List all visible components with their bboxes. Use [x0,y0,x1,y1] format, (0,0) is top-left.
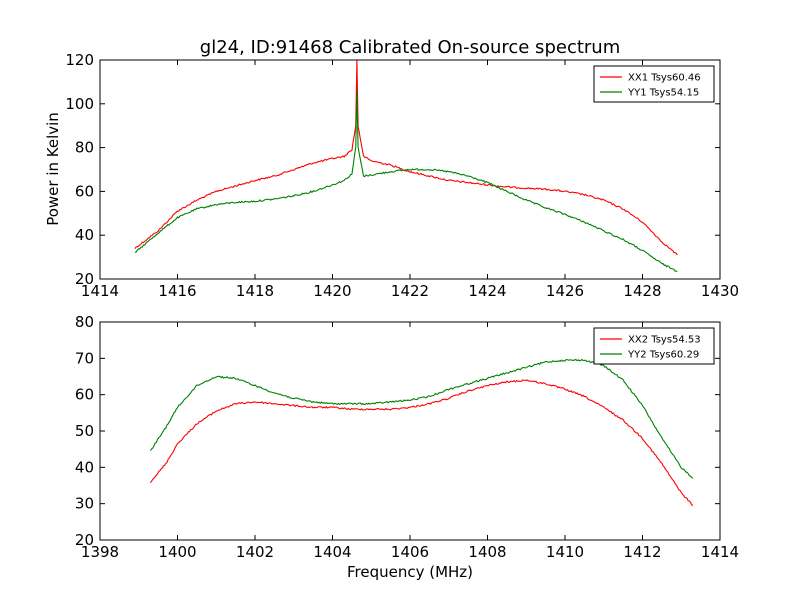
top-y-tick-label: 60 [75,182,94,200]
top-x-tick-label: 1428 [623,282,661,300]
bottom-legend-box [593,327,715,365]
top-x-tick-label: 1418 [236,282,274,300]
bottom-series-line-1 [149,379,694,506]
top-series-line-1 [134,60,678,256]
bottom-series-line-2 [149,358,694,479]
top-legend-label: YY1 Tsys54.15 [627,88,699,99]
top-legend-label: XX1 Tsys60.46 [628,73,701,84]
bottom-y-tick-label: 60 [75,386,94,404]
bottom-x-tick-label: 1406 [391,543,429,561]
top-y-tick-label: 40 [75,226,94,244]
top-x-tick-label: 1416 [158,282,196,300]
bottom-x-tick-label: 1412 [623,543,661,561]
top-y-tick-label: 100 [65,95,94,113]
bottom-legend-label: XX2 Tsys54.53 [628,335,701,346]
bottom-y-tick-label: 20 [75,531,94,549]
bottom-x-tick-label: 1402 [236,543,274,561]
top-y-tick-label: 80 [75,139,94,157]
top-x-tick-label: 1422 [391,282,429,300]
bottom-y-tick-label: 50 [75,422,94,440]
x-axis-label: Frequency (MHz) [347,563,473,581]
bottom-x-tick-label: 1398 [81,543,119,561]
top-y-tick-label: 20 [75,270,94,288]
top-y-tick-label: 120 [65,51,94,69]
top-x-tick-label: 1414 [81,282,119,300]
y-axis-label: Power in Kelvin [44,112,62,226]
top-x-tick-label: 1420 [313,282,351,300]
bottom-subplot: 1398 1400 1402 1404 1406 1408 1410 1412 1414 20 30… [75,313,739,561]
top-x-tick-label: 1426 [546,282,584,300]
top-subplot: 1414 1416 1418 1420 1422 1424 1426 1428 1430 20 40… [65,51,739,300]
bottom-y-tick-label: 30 [75,495,94,513]
bottom-y-tick-label: 40 [75,458,94,476]
top-legend: XX1 Tsys60.46 YY1 Tsys54.15 [593,65,715,103]
bottom-x-tick-label: 1410 [546,543,584,561]
top-x-tick-label: 1424 [468,282,506,300]
chart-title: gl24, ID:91468 Calibrated On-source spec… [200,37,620,58]
bottom-x-tick-label: 1414 [701,543,739,561]
top-x-tick-label: 1430 [701,282,739,300]
bottom-y-tick-label: 80 [75,313,94,331]
bottom-x-tick-label: 1400 [158,543,196,561]
top-legend-box [593,65,715,103]
top-series-line-2 [134,90,678,272]
bottom-legend: XX2 Tsys54.53 YY2 Tsys60.29 [593,327,715,365]
bottom-y-tick-label: 70 [75,349,94,367]
bottom-legend-label: YY2 Tsys60.29 [627,350,699,361]
bottom-x-tick-label: 1404 [313,543,351,561]
bottom-x-tick-label: 1408 [468,543,506,561]
